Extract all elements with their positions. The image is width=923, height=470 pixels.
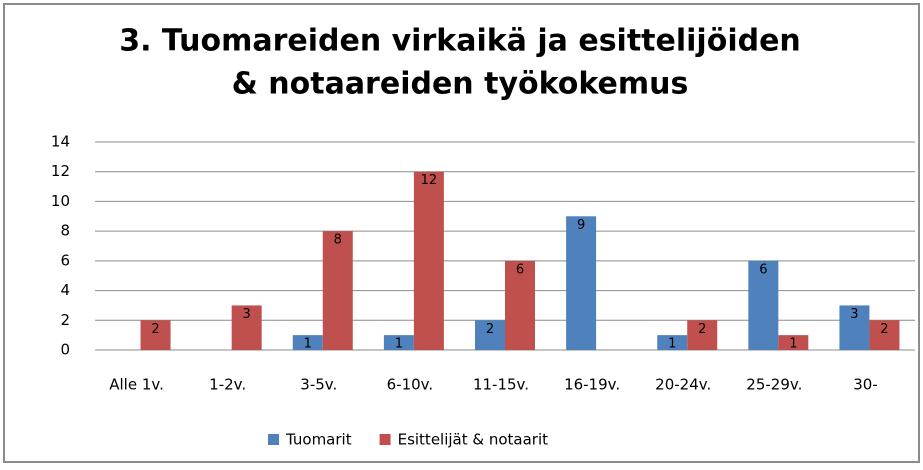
legend-label: Tuomarit [285, 431, 352, 449]
data-label: 9 [577, 218, 585, 233]
y-tick-label: 10 [51, 192, 70, 210]
data-label: 2 [880, 322, 888, 337]
data-label: 1 [304, 337, 312, 352]
data-label: 3 [243, 307, 251, 322]
data-label: 8 [334, 233, 342, 248]
bar [231, 305, 262, 350]
legend-label: Esittelijät & notaarit [398, 431, 549, 449]
data-label: 6 [759, 262, 767, 277]
data-label: 6 [516, 262, 524, 277]
x-tick-label: Alle 1v. [109, 376, 164, 394]
x-tick-label: 25-29v. [746, 376, 802, 394]
data-label: 1 [789, 337, 797, 352]
x-tick-label: 11-15v. [473, 376, 529, 394]
chart-title: & notaareiden työkokemus [232, 67, 689, 102]
data-label: 2 [151, 322, 159, 337]
data-label: 2 [486, 322, 494, 337]
legend-swatch [379, 434, 391, 445]
y-tick-label: 8 [60, 222, 70, 240]
chart-title: 3. Tuomareiden virkaikä ja esittelijöide… [119, 24, 801, 59]
bar [778, 335, 809, 350]
x-tick-label: 6-10v. [387, 376, 434, 394]
x-tick-label: 1-2v. [209, 376, 246, 394]
bar [869, 320, 900, 350]
data-label: 1 [395, 337, 403, 352]
x-tick-label: 20-24v. [655, 376, 711, 394]
data-label: 1 [668, 337, 676, 352]
chart-border [3, 3, 920, 463]
y-tick-label: 6 [60, 251, 70, 269]
y-tick-label: 12 [51, 162, 70, 180]
bar [505, 260, 535, 350]
data-label: 12 [421, 173, 438, 188]
bar [322, 231, 353, 350]
x-tick-label: 16-19v. [564, 376, 620, 394]
bar [413, 171, 444, 350]
bar [839, 305, 870, 350]
y-tick-label: 14 [51, 133, 70, 151]
x-tick-label: 3-5v. [300, 376, 337, 394]
bar [383, 335, 414, 350]
bar [687, 320, 718, 350]
y-tick-label: 0 [60, 341, 70, 359]
legend-swatch [268, 434, 279, 445]
data-label: 3 [850, 307, 858, 322]
bar [475, 320, 505, 350]
bar [292, 335, 323, 350]
bar [566, 216, 597, 350]
x-tick-label: 30- [853, 376, 878, 394]
y-tick-label: 4 [60, 281, 70, 299]
y-tick-label: 2 [60, 311, 70, 329]
bar [657, 335, 688, 350]
bar [140, 320, 171, 350]
bar [748, 260, 779, 350]
data-label: 2 [698, 322, 706, 337]
